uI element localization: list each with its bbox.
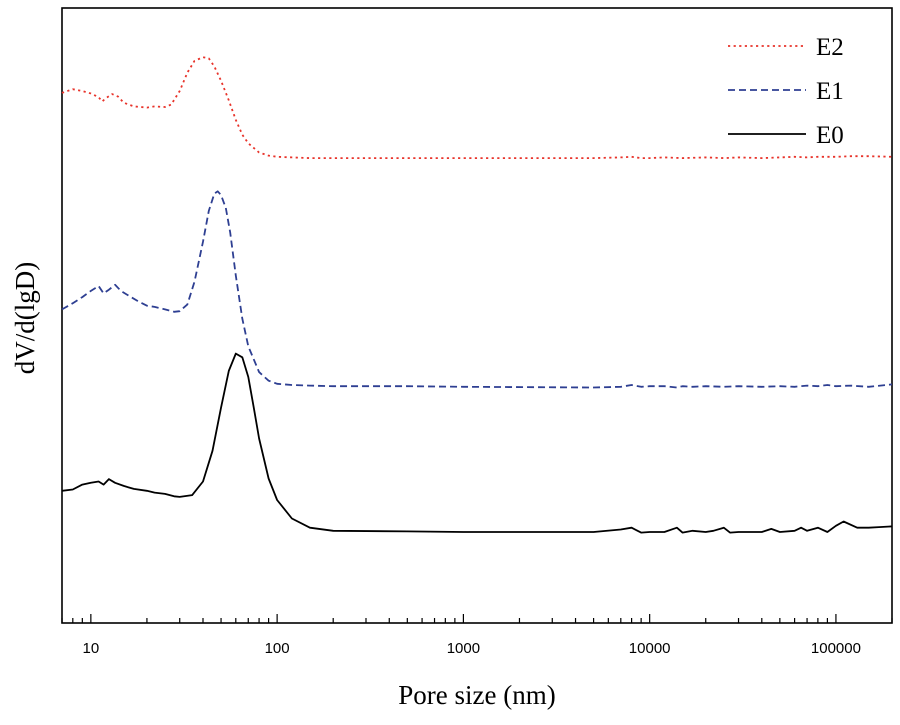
legend-label-e2: E2 xyxy=(816,34,844,61)
plot-frame xyxy=(61,7,893,624)
x-axis-title: Pore size (nm) xyxy=(398,680,555,710)
x-tick-label: 10 xyxy=(83,640,100,657)
x-tick-label: 10000 xyxy=(629,640,671,657)
series-line-e1 xyxy=(61,190,893,389)
x-axis-ticks: 10 100 1000 10000 100000 xyxy=(61,614,893,657)
series-layer xyxy=(61,56,893,534)
x-tick-label: 100000 xyxy=(811,640,861,657)
x-tick-label: 100 xyxy=(265,640,290,657)
x-tick-label: 1000 xyxy=(447,640,480,657)
series-line-e2 xyxy=(61,56,893,160)
legend-label-e0: E0 xyxy=(816,122,844,149)
legend: E2 E1 E0 xyxy=(728,34,844,149)
legend-label-e1: E1 xyxy=(816,78,844,105)
y-axis-title: dV/d(lgD) xyxy=(10,262,40,374)
series-line-e0 xyxy=(61,352,893,534)
